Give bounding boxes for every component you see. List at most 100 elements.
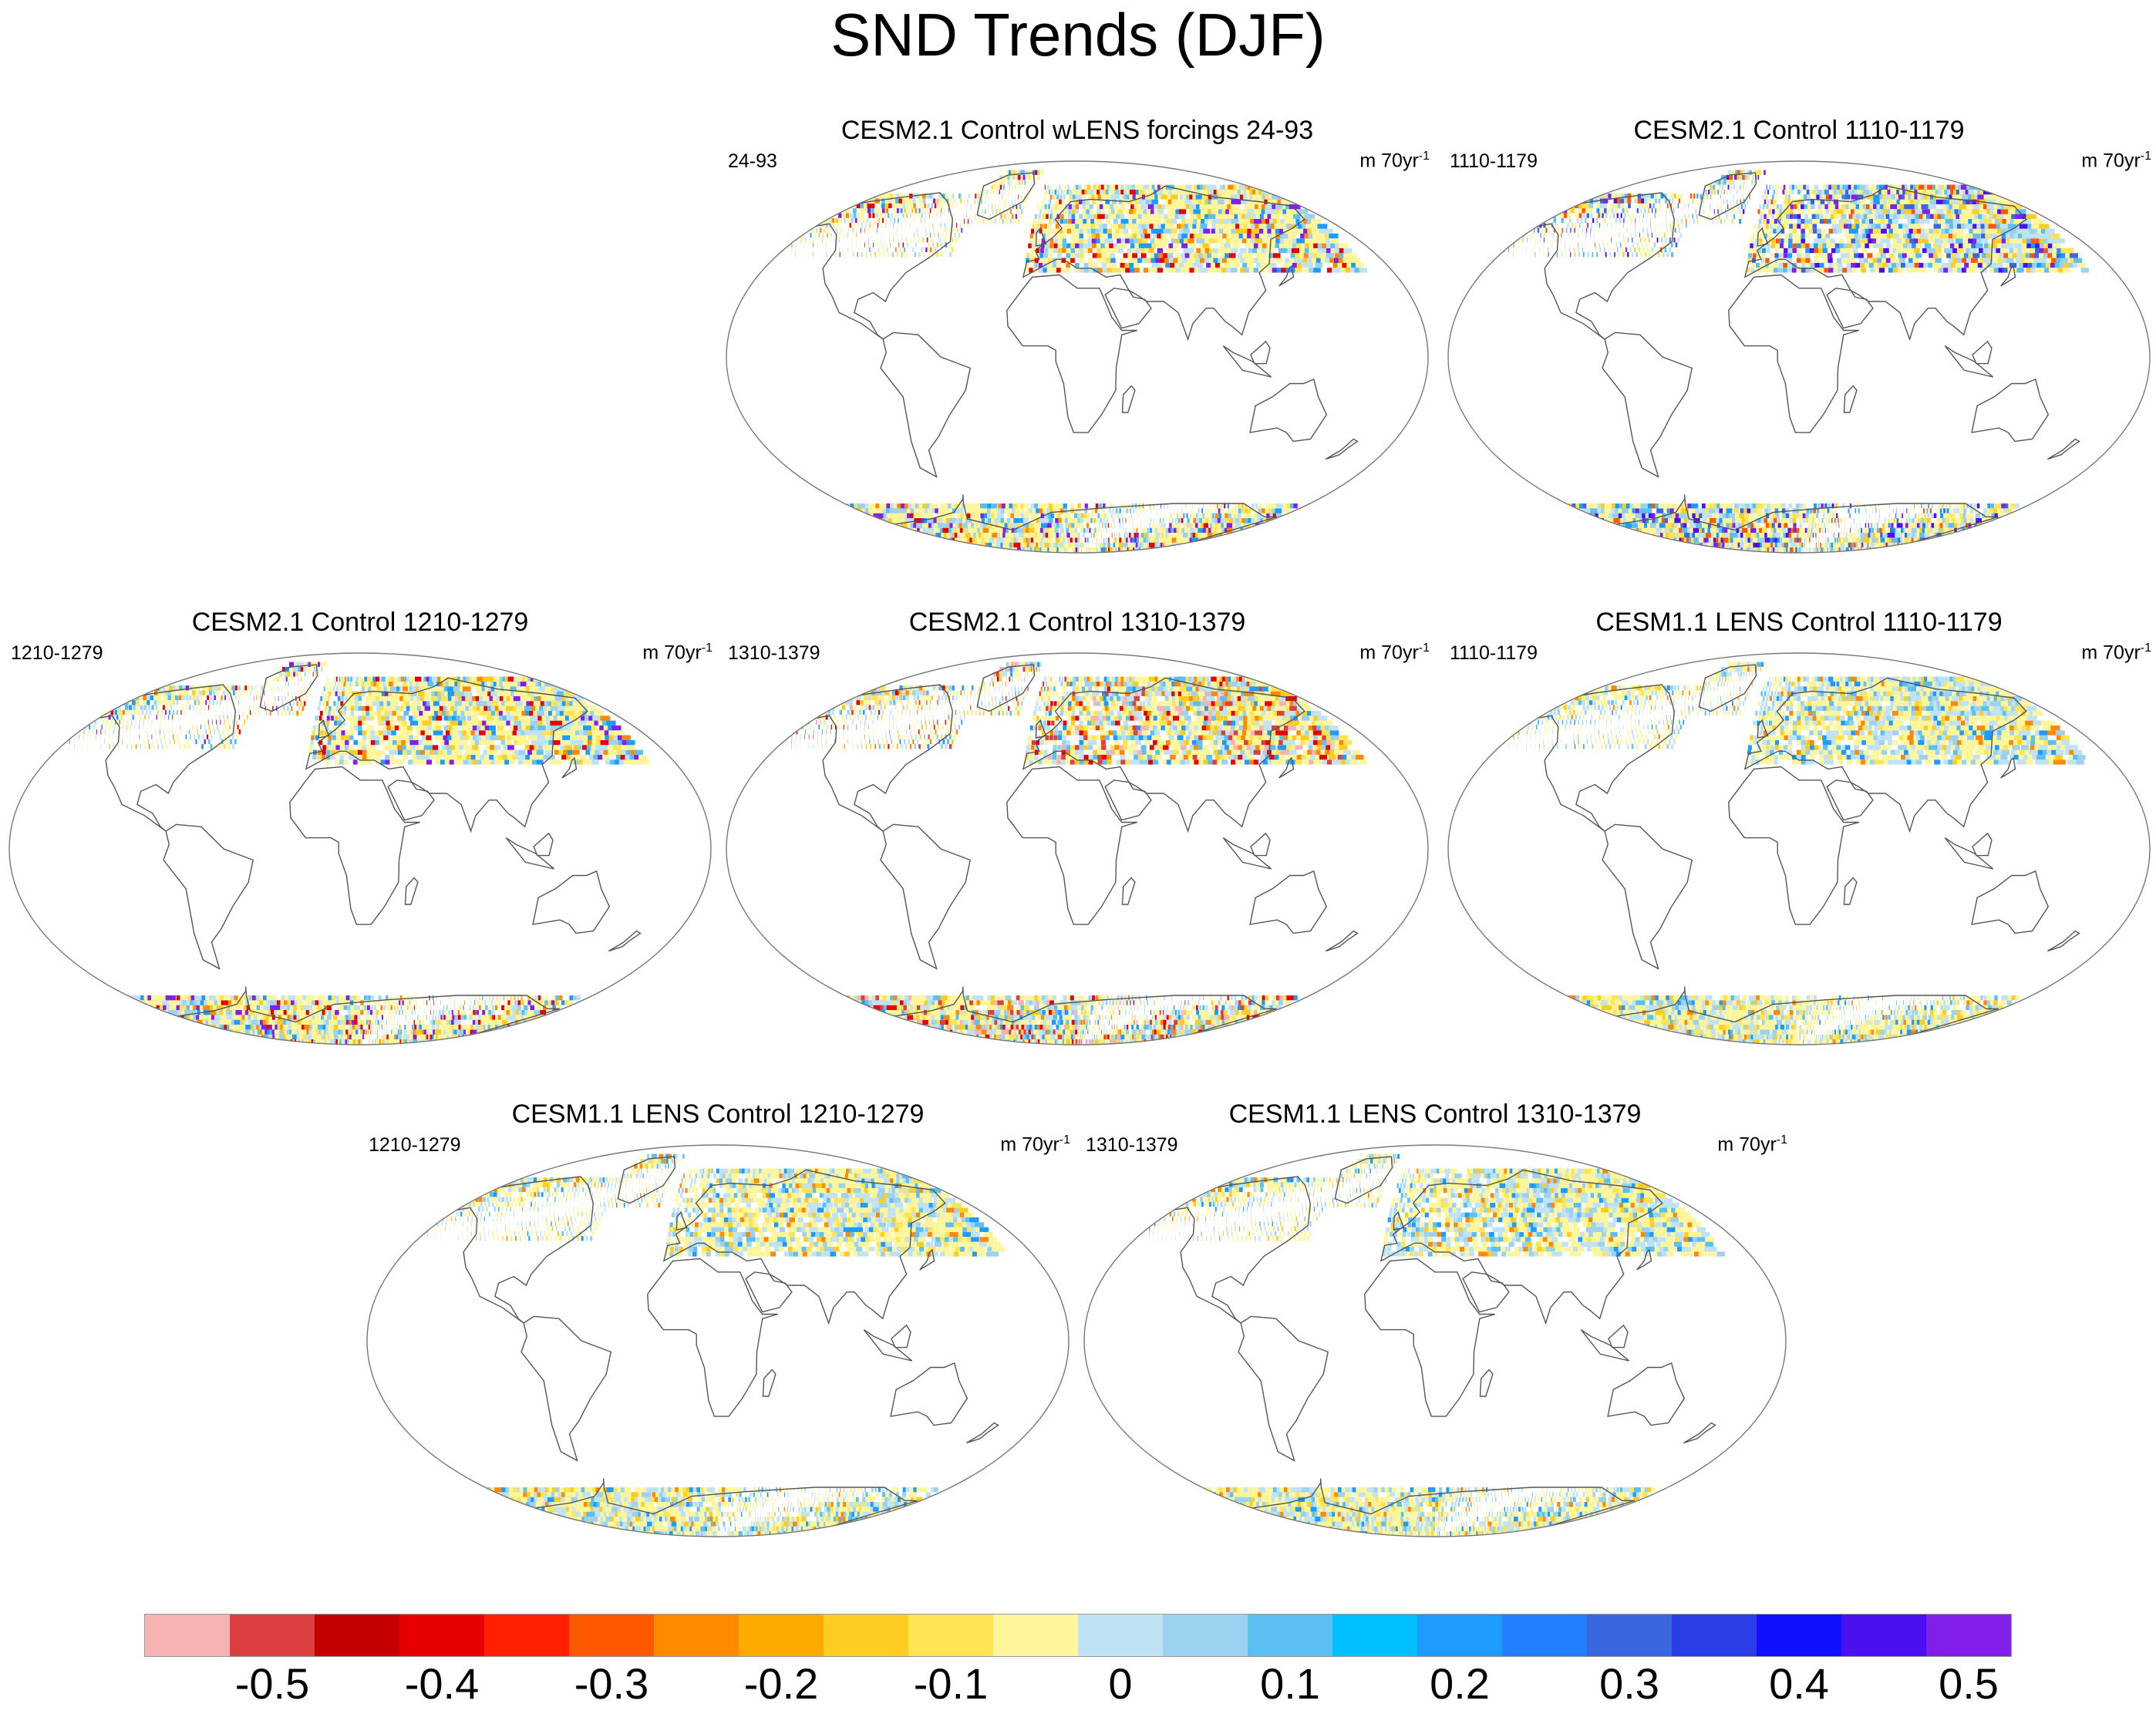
trend-cell: [1020, 513, 1026, 518]
trend-cell: [1067, 214, 1072, 219]
trend-cell: [1019, 180, 1021, 185]
trend-cell: [1856, 214, 1862, 219]
trend-cell: [1153, 533, 1158, 538]
trend-cell: [1811, 204, 1815, 210]
trend-cell: [1032, 224, 1036, 229]
trend-cell: [1304, 214, 1315, 219]
trend-cell: [832, 503, 844, 509]
trend-cell: [1943, 268, 1950, 273]
trend-cell: [1814, 262, 1820, 268]
trend-cell: [847, 518, 862, 524]
trend-cell: [1838, 238, 1844, 244]
trend-cell: [1845, 204, 1851, 210]
trend-cell: [1812, 547, 1814, 553]
trend-cell: [1948, 268, 1955, 273]
trend-cell: [797, 232, 800, 238]
trend-cell: [1079, 248, 1084, 254]
trend-cell: [1977, 262, 1985, 268]
trend-cell: [1101, 253, 1107, 258]
trend-cell: [1890, 189, 1898, 195]
trend-cell: [1046, 189, 1047, 195]
trend-cell: [1817, 542, 1819, 547]
trend-cell: [845, 208, 850, 214]
trend-cell: [1260, 262, 1268, 268]
trend-cell: [1717, 180, 1721, 185]
trend-cell: [934, 247, 936, 253]
trend-cell: [1796, 253, 1801, 258]
trend-cell: [1721, 209, 1723, 214]
trend-cell: [1721, 184, 1724, 190]
trend-cell: [1861, 209, 1868, 214]
trend-cell: [1833, 189, 1838, 195]
trend-cell: [1917, 189, 1927, 195]
trend-cell: [1787, 253, 1793, 258]
trend-cell: [1029, 527, 1035, 533]
trend-cell: [1666, 208, 1667, 214]
trend-cell: [1097, 527, 1099, 533]
trend-cell: [1812, 218, 1817, 224]
trend-cell: [1022, 523, 1029, 528]
map-panel-1: CESM2.1 Control wLENS forcings 24-93 24-…: [725, 114, 1430, 554]
trend-cell: [1989, 233, 1998, 239]
trend-cell: [838, 213, 842, 218]
trend-cell: [1152, 527, 1155, 533]
trend-cell: [1111, 189, 1117, 195]
trend-cell: [1332, 268, 1339, 273]
trend-cell: [1104, 238, 1110, 244]
trend-cell: [1639, 232, 1640, 238]
trend-cell: [878, 217, 881, 224]
trend-cell: [1739, 174, 1743, 180]
trend-cell: [799, 227, 802, 233]
trend-cell: [1080, 527, 1083, 533]
trend-cell: [1723, 218, 1726, 224]
trend-cell: [1616, 247, 1619, 253]
trend-cell: [1619, 233, 1620, 237]
trend-cell: [1855, 204, 1861, 210]
trend-cell: [1952, 224, 1961, 229]
trend-cell: [1217, 503, 1218, 509]
trend-cell: [1774, 537, 1780, 543]
trend-cell: [963, 198, 965, 204]
trend-cell: [1730, 199, 1731, 204]
trend-cell: [1842, 268, 1848, 273]
trend-cell: [783, 237, 786, 243]
trend-cell: [871, 208, 874, 214]
trend-cell: [1154, 527, 1158, 533]
trend-cell: [1807, 547, 1809, 553]
trend-cell: [1911, 218, 1919, 224]
trend-cell: [1320, 258, 1329, 263]
trend-cell: [1311, 218, 1322, 224]
trend-cell: [1662, 542, 1685, 547]
trend-cell: [1043, 508, 1048, 514]
trend-cell: [1147, 218, 1154, 224]
trend-cell: [1910, 224, 1917, 229]
trend-cell: [856, 242, 857, 248]
trend-cell: [1263, 513, 1268, 518]
trend-cell: [1090, 547, 1093, 553]
trend-cell: [865, 527, 883, 533]
trend-cell: [1876, 238, 1882, 244]
trend-cell: [1813, 194, 1817, 200]
trend-cell: [1235, 518, 1241, 524]
trend-cell: [1181, 218, 1189, 224]
trend-cell: [1933, 224, 1942, 229]
trend-cell: [821, 237, 823, 243]
trend-cell: [1029, 508, 1034, 514]
trend-cell: [1100, 184, 1106, 190]
trend-cell: [1879, 547, 1902, 553]
trend-cell: [1232, 518, 1238, 524]
trend-cell: [1063, 189, 1066, 195]
trend-cell: [1893, 209, 1901, 214]
trend-cell: [1123, 228, 1129, 234]
trend-cell: [1779, 209, 1783, 214]
trend-cell: [1102, 224, 1107, 229]
trend-cell: [1010, 523, 1018, 528]
trend-cell: [1789, 224, 1793, 229]
trend-cell: [1227, 503, 1229, 509]
trend-cell: [1272, 503, 1276, 509]
trend-cell: [1063, 533, 1068, 538]
trend-cell: [1103, 537, 1105, 543]
trend-cell: [1134, 537, 1139, 543]
trend-cell: [1190, 542, 1208, 547]
trend-cell: [1084, 537, 1086, 543]
